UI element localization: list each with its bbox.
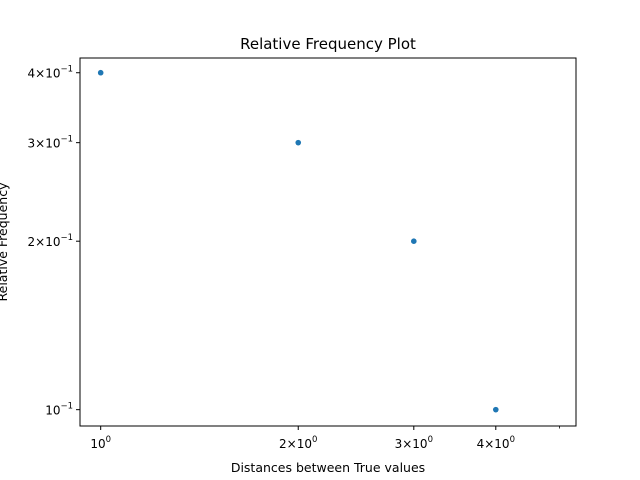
x-tick-label-0-exponent: 0 [106,435,111,445]
y-tick-label-0: 10−1 [45,402,73,418]
x-tick-label-2-base: 10 [412,437,427,451]
data-points [97,69,499,413]
y-tick-label-1-exponent: −1 [60,233,73,243]
y-tick-label-2-base: 10 [45,137,60,151]
x-tick-label-3-mantissa: 4× [477,437,495,451]
x-tick-label-0-base: 10 [90,437,105,451]
x-tick-label-1: 2×100 [279,435,317,451]
y-tick-label-3-base: 10 [45,67,60,81]
y-tick-label-0-exponent: −1 [60,402,73,412]
y-tick-label-1: 2×10−1 [27,233,73,249]
x-tick-label-1-base: 10 [297,437,312,451]
data-point-0-1 [295,139,302,146]
y-tick-label-3: 4×10−1 [27,65,73,81]
y-tick-label-1-mantissa: 2× [27,235,45,249]
x-tick-label-2: 3×100 [395,435,433,451]
data-point-0-3 [492,406,499,413]
x-tick-label-1-exponent: 0 [312,435,317,445]
y-tick-label-3-mantissa: 4× [27,67,45,81]
y-tick-label-2: 3×10−1 [27,135,73,151]
y-tick-label-2-exponent: −1 [60,135,73,145]
y-tick-label-3-exponent: −1 [60,65,73,75]
x-tick-label-3: 4×100 [477,435,515,451]
y-tick-label-1-base: 10 [45,235,60,249]
y-axis-label: Relative Frequency [0,182,10,302]
chart-title: Relative Frequency Plot [240,35,416,53]
data-point-0-2 [411,238,417,244]
x-tick-label-1-mantissa: 2× [279,437,297,451]
plot-area-frame [79,57,577,427]
x-tick-label-2-exponent: 0 [428,435,433,445]
x-axis-label: Distances between True values [231,460,425,475]
y-tick-label-2-mantissa: 3× [27,137,45,151]
y-tick-label-0-base: 10 [45,404,60,418]
data-point-0-0 [97,69,104,76]
x-tick-label-3-base: 10 [494,437,509,451]
x-tick-label-2-mantissa: 3× [395,437,413,451]
x-tick-label-3-exponent: 0 [510,435,515,445]
x-tick-label-0: 100 [90,435,111,451]
